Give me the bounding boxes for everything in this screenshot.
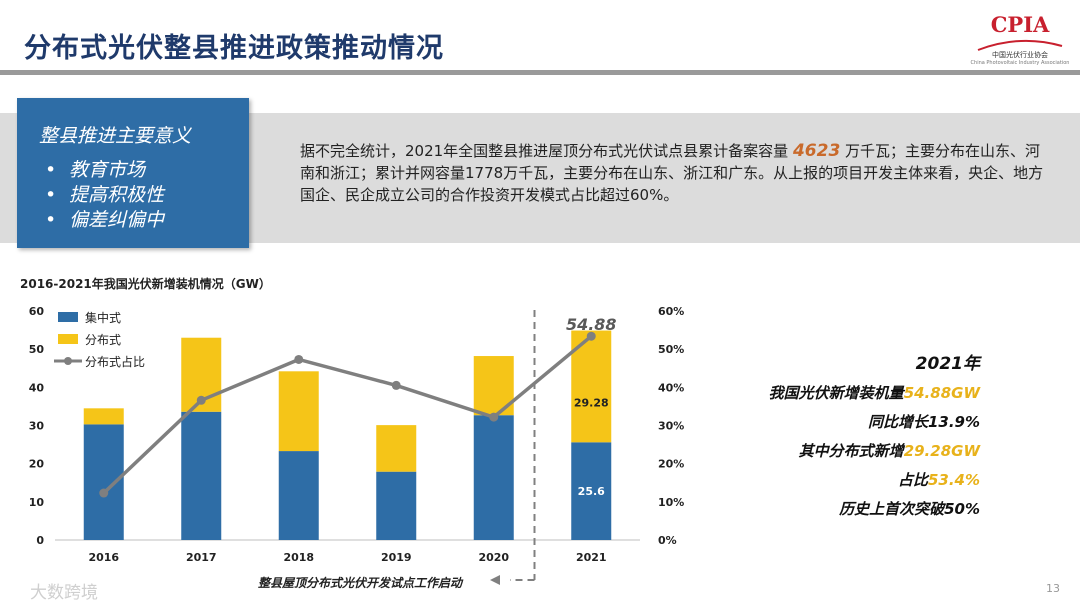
page-title: 分布式光伏整县推进政策推动情况 bbox=[24, 33, 444, 64]
y-right-tick-label: 30% bbox=[658, 420, 684, 433]
y-left-tick-label: 20 bbox=[29, 458, 45, 471]
cpia-logo: CPIA 中国光伏行业协会 China Photovoltaic Industr… bbox=[970, 12, 1070, 70]
summary-year: 2021年 bbox=[915, 354, 980, 374]
summary-value: 29.28GW bbox=[903, 442, 980, 460]
summary-text: 占比 bbox=[897, 471, 928, 489]
share-point bbox=[391, 380, 401, 390]
watermark: 大数跨境 bbox=[30, 583, 98, 603]
significance-list: 教育市场 提高积极性 偏差纠偏中 bbox=[45, 158, 164, 233]
x-tick-label: 2017 bbox=[186, 551, 217, 564]
y-right-tick-label: 40% bbox=[658, 381, 684, 394]
bar-distributed bbox=[83, 408, 124, 425]
intro-paragraph: 据不完全统计，2021年全国整县推进屋顶分布式光伏试点县累计备案容量 4623 … bbox=[300, 140, 1045, 206]
arrow-head-icon bbox=[490, 575, 500, 585]
y-right-tick-label: 60% bbox=[658, 305, 684, 318]
list-item: 教育市场 bbox=[45, 158, 164, 183]
legend-label-distributed: 分布式 bbox=[85, 333, 121, 347]
list-item: 偏差纠偏中 bbox=[45, 208, 164, 233]
y-right-tick-label: 20% bbox=[658, 458, 684, 471]
legend-label-share: 分布式占比 bbox=[85, 354, 145, 369]
summary-line-growth: 同比增长13.9% bbox=[867, 413, 980, 431]
x-tick-label: 2016 bbox=[88, 551, 119, 564]
bar-centralized bbox=[376, 471, 417, 540]
summary-line-distributed: 其中分布式新增29.28GW bbox=[690, 437, 980, 466]
significance-title: 整县推进主要意义 bbox=[39, 125, 192, 147]
share-point bbox=[196, 395, 206, 405]
legend-swatch-distributed bbox=[58, 334, 78, 344]
bar-centralized bbox=[181, 411, 222, 540]
bar-centralized bbox=[473, 415, 514, 540]
y-right-tick-label: 10% bbox=[658, 496, 684, 509]
summary-panel: 2021年 我国光伏新增装机量54.88GW 同比增长13.9% 其中分布式新增… bbox=[690, 350, 980, 524]
x-tick-label: 2018 bbox=[283, 551, 314, 564]
chart-title: 2016-2021年我国光伏新增装机情况（GW） bbox=[20, 277, 271, 291]
paragraph-text-after: 万千瓦；主要分布在山东、河南和浙江；累计并网容量1778万千瓦，主要分布在山东、… bbox=[300, 142, 1044, 204]
pilot-annotation: 整县屋顶分布式光伏开发试点工作启动 bbox=[258, 576, 463, 590]
page-number: 13 bbox=[1046, 582, 1060, 595]
y-left-tick-label: 40 bbox=[29, 381, 45, 394]
data-label-centralized: 25.6 bbox=[578, 485, 605, 498]
bar-centralized bbox=[83, 424, 124, 540]
legend-marker-share bbox=[64, 357, 72, 365]
bar-centralized bbox=[571, 442, 612, 540]
x-tick-label: 2019 bbox=[381, 551, 412, 564]
summary-text: 我国光伏新增装机量 bbox=[768, 384, 904, 402]
bar-centralized bbox=[278, 451, 319, 540]
share-point bbox=[294, 354, 304, 364]
summary-value: 53.4% bbox=[927, 471, 980, 489]
y-left-tick-label: 50 bbox=[29, 343, 45, 356]
y-right-tick-label: 50% bbox=[658, 343, 684, 356]
share-point bbox=[586, 331, 596, 341]
y-left-tick-label: 30 bbox=[29, 420, 45, 433]
data-label-total: 54.88 bbox=[566, 315, 617, 334]
x-tick-label: 2020 bbox=[478, 551, 509, 564]
summary-line-milestone: 历史上首次突破50% bbox=[839, 500, 980, 518]
share-point bbox=[489, 412, 499, 422]
data-label-distributed: 29.28 bbox=[574, 396, 609, 409]
significance-box: 整县推进主要意义 教育市场 提高积极性 偏差纠偏中 bbox=[17, 98, 249, 248]
share-point bbox=[99, 488, 109, 498]
paragraph-text-before: 据不完全统计，2021年全国整县推进屋顶分布式光伏试点县累计备案容量 bbox=[300, 142, 793, 160]
y-right-tick-label: 0% bbox=[658, 534, 677, 547]
summary-line-share: 占比53.4% bbox=[690, 466, 980, 495]
summary-line-total: 我国光伏新增装机量54.88GW bbox=[690, 379, 980, 408]
y-left-tick-label: 10 bbox=[29, 496, 45, 509]
legend-swatch-centralized bbox=[58, 312, 78, 322]
bar-distributed bbox=[376, 425, 417, 472]
title-divider bbox=[0, 70, 1080, 75]
bar-distributed bbox=[278, 371, 319, 452]
logo-subtitle-en: China Photovoltaic Industry Association bbox=[970, 60, 1070, 66]
summary-value: 54.88GW bbox=[903, 384, 980, 402]
x-tick-label: 2021 bbox=[576, 551, 607, 564]
logo-text: CPIA bbox=[990, 12, 1050, 37]
logo-subtitle: 中国光伏行业协会 bbox=[992, 51, 1048, 59]
y-left-tick-label: 60 bbox=[29, 305, 45, 318]
legend-label-centralized: 集中式 bbox=[85, 310, 121, 325]
logo-swoosh-icon bbox=[977, 39, 1063, 51]
y-left-tick-label: 0 bbox=[36, 534, 44, 547]
share-line bbox=[102, 334, 593, 495]
capacity-highlight: 4623 bbox=[792, 141, 841, 161]
summary-text: 其中分布式新增 bbox=[798, 442, 904, 460]
list-item: 提高积极性 bbox=[45, 183, 164, 208]
